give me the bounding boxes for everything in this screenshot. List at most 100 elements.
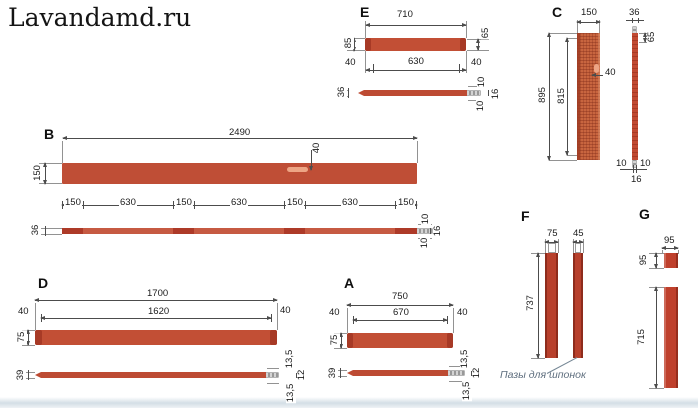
dim-line-e-side-height bbox=[348, 88, 349, 98]
dim-a-height: 75 bbox=[329, 333, 341, 347]
dim-line-a-side-height bbox=[340, 368, 341, 378]
ext-line bbox=[347, 50, 365, 51]
part-g-strip bbox=[664, 287, 678, 388]
dim-tick bbox=[638, 16, 639, 23]
dim-b-segment-2: 630 bbox=[119, 197, 137, 208]
dim-line-a-height bbox=[339, 332, 343, 349]
dim-line-f-width-right bbox=[572, 240, 584, 244]
dim-c-tenon-right: 10 bbox=[639, 158, 652, 169]
dim-c-height-outer: 895 bbox=[537, 86, 549, 104]
part-b-tenon bbox=[417, 229, 432, 233]
dim-c-strip-width: 36 bbox=[628, 7, 641, 18]
dim-tick bbox=[173, 201, 174, 209]
dim-tick bbox=[636, 165, 637, 173]
dim-f-width-right: 45 bbox=[572, 228, 585, 239]
part-f-strip-right bbox=[573, 253, 583, 358]
part-d-end-left bbox=[35, 330, 42, 345]
part-c-strip-tenon-bottom bbox=[633, 160, 636, 167]
dim-e-tenon-top: 10 bbox=[476, 75, 488, 89]
section-label-e: E bbox=[360, 4, 370, 20]
dim-line-g-height bbox=[654, 286, 658, 389]
dim-b-segment-5: 150 bbox=[286, 197, 304, 208]
ext-line bbox=[365, 21, 366, 38]
dim-g-square-height: 95 bbox=[638, 253, 650, 267]
ext-line bbox=[468, 100, 482, 101]
section-label-c: C bbox=[552, 4, 563, 20]
ext-line bbox=[40, 234, 62, 235]
dim-line-b-tenon bbox=[430, 228, 431, 234]
ext-line bbox=[549, 33, 577, 34]
dim-d-overall: 1700 bbox=[146, 288, 170, 299]
dim-line-g-square-height bbox=[654, 252, 658, 269]
dim-line-f-height bbox=[536, 252, 540, 359]
part-e-end-left bbox=[365, 38, 371, 51]
dim-tick bbox=[284, 201, 285, 209]
dim-d-inner: 1620 bbox=[147, 306, 171, 317]
dim-line-d-overall bbox=[34, 298, 278, 302]
ext-line bbox=[417, 141, 418, 163]
dim-f-width-left: 75 bbox=[546, 228, 559, 239]
dim-b-segment-1: 150 bbox=[64, 197, 82, 208]
dim-b-side-height: 36 bbox=[30, 223, 42, 237]
dim-line-a-inner bbox=[352, 318, 448, 322]
dim-line-c-notch bbox=[591, 73, 603, 77]
dim-e-offset-right: 40 bbox=[470, 57, 483, 68]
ext-line bbox=[449, 381, 462, 382]
ext-line bbox=[662, 250, 663, 254]
part-f-tenon-left bbox=[548, 243, 556, 253]
dim-line-e-inner bbox=[365, 68, 467, 72]
dim-b-segment-4: 630 bbox=[230, 197, 248, 208]
ext-line bbox=[449, 366, 462, 367]
dim-line-g-width bbox=[661, 246, 679, 250]
part-d-side-view bbox=[35, 372, 266, 378]
ext-line bbox=[39, 163, 62, 164]
dim-g-width: 95 bbox=[663, 235, 676, 246]
dim-d-offset-left: 40 bbox=[17, 306, 30, 317]
dim-line-e-overall bbox=[365, 23, 467, 27]
dim-d-tenon-middle: 12 bbox=[296, 368, 308, 382]
dim-line-c-height-inner bbox=[565, 37, 569, 156]
dim-b-slot-width: 40 bbox=[311, 141, 323, 155]
part-d-tenon bbox=[266, 373, 278, 377]
dim-e-tenon-bottom: 10 bbox=[475, 99, 487, 113]
ext-line bbox=[549, 160, 577, 161]
dim-line-f-width-left bbox=[544, 240, 559, 244]
ext-line bbox=[267, 368, 279, 369]
part-e-side-view bbox=[358, 90, 467, 96]
dim-a-side-height: 39 bbox=[327, 366, 339, 380]
dim-e-inner: 630 bbox=[407, 56, 425, 67]
ext-line bbox=[678, 250, 679, 254]
part-a-top-view bbox=[347, 333, 453, 348]
dim-e-height-left: 85 bbox=[343, 36, 355, 50]
dim-b-segment-6: 630 bbox=[341, 197, 359, 208]
part-a-end-right bbox=[447, 333, 453, 348]
dim-line-c-strip-width bbox=[626, 20, 644, 21]
dim-tick bbox=[373, 64, 374, 73]
ext-line bbox=[466, 51, 467, 73]
ext-line bbox=[466, 21, 467, 38]
dim-b-tenon-bottom: 10 bbox=[419, 236, 431, 250]
dim-b-tenon-middle: 16 bbox=[432, 224, 444, 238]
dim-e-side-height: 36 bbox=[336, 85, 348, 99]
part-d-top-view bbox=[35, 330, 277, 345]
part-f-strip-left bbox=[545, 253, 558, 358]
dim-line-b-slot bbox=[309, 150, 313, 171]
dim-g-height: 715 bbox=[636, 328, 648, 346]
dim-line-c-strip-top bbox=[643, 32, 647, 43]
ext-line bbox=[277, 303, 278, 330]
dim-d-tenon-top: 13,5 bbox=[284, 348, 296, 370]
dim-tick bbox=[459, 64, 460, 73]
dim-line-b-height bbox=[43, 162, 47, 185]
section-label-g: G bbox=[639, 206, 650, 222]
ext-line bbox=[40, 228, 62, 229]
dim-b-overall: 2490 bbox=[228, 127, 252, 138]
dim-tick bbox=[194, 201, 195, 209]
dim-d-offset-right: 40 bbox=[279, 305, 292, 316]
section-label-f: F bbox=[521, 208, 530, 224]
dim-a-offset-right: 40 bbox=[456, 307, 469, 318]
dim-e-overall: 710 bbox=[396, 9, 414, 20]
part-e-end-right bbox=[460, 38, 466, 51]
part-c-notch bbox=[594, 64, 599, 73]
dim-c-strip-top-offset: 65 bbox=[646, 30, 658, 44]
dim-line-d-inner bbox=[40, 316, 272, 320]
